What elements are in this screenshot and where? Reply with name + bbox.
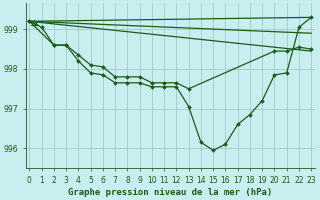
X-axis label: Graphe pression niveau de la mer (hPa): Graphe pression niveau de la mer (hPa) [68, 188, 272, 197]
